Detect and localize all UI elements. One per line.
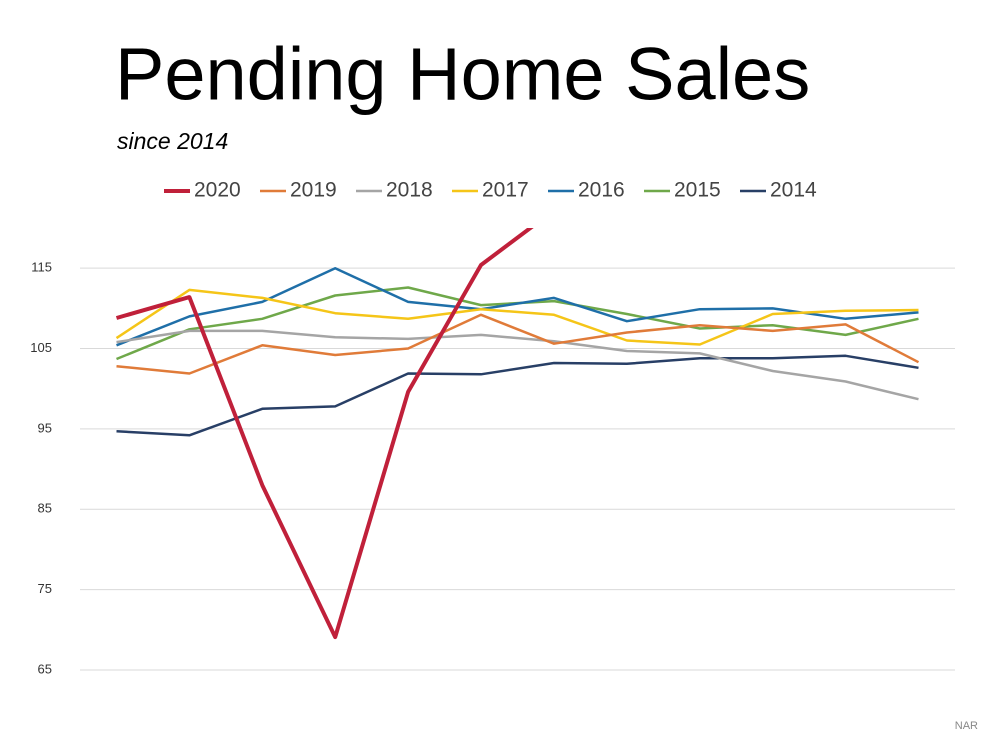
y-tick-label: 65 [38,661,52,676]
legend-label: 2019 [290,179,337,202]
chart-title: Pending Home Sales [115,33,810,116]
legend-label: 2016 [578,179,625,202]
chart-subtitle: since 2014 [117,128,228,154]
series-line [116,313,920,375]
legend-label: 2015 [674,179,721,202]
y-tick-label: 95 [38,420,52,435]
legend-label: 2014 [770,179,817,202]
y-tick-label: 75 [38,581,52,596]
y-tick-label: 105 [30,340,52,355]
source: NAR [955,720,978,732]
y-tick-label: 115 [31,260,52,275]
series-line [115,228,534,640]
series-line [116,354,919,437]
legend: 2020 2019 2018 2017 2016 2015 2014 [164,179,817,202]
legend-label: 2018 [386,179,433,202]
series-line [116,329,919,401]
series-line [115,288,919,346]
legend-label: 2017 [482,179,529,202]
series-line [116,266,919,347]
plot-area [115,228,920,640]
y-tick-label: 85 [38,501,52,516]
legend-label: 2020 [194,179,241,202]
